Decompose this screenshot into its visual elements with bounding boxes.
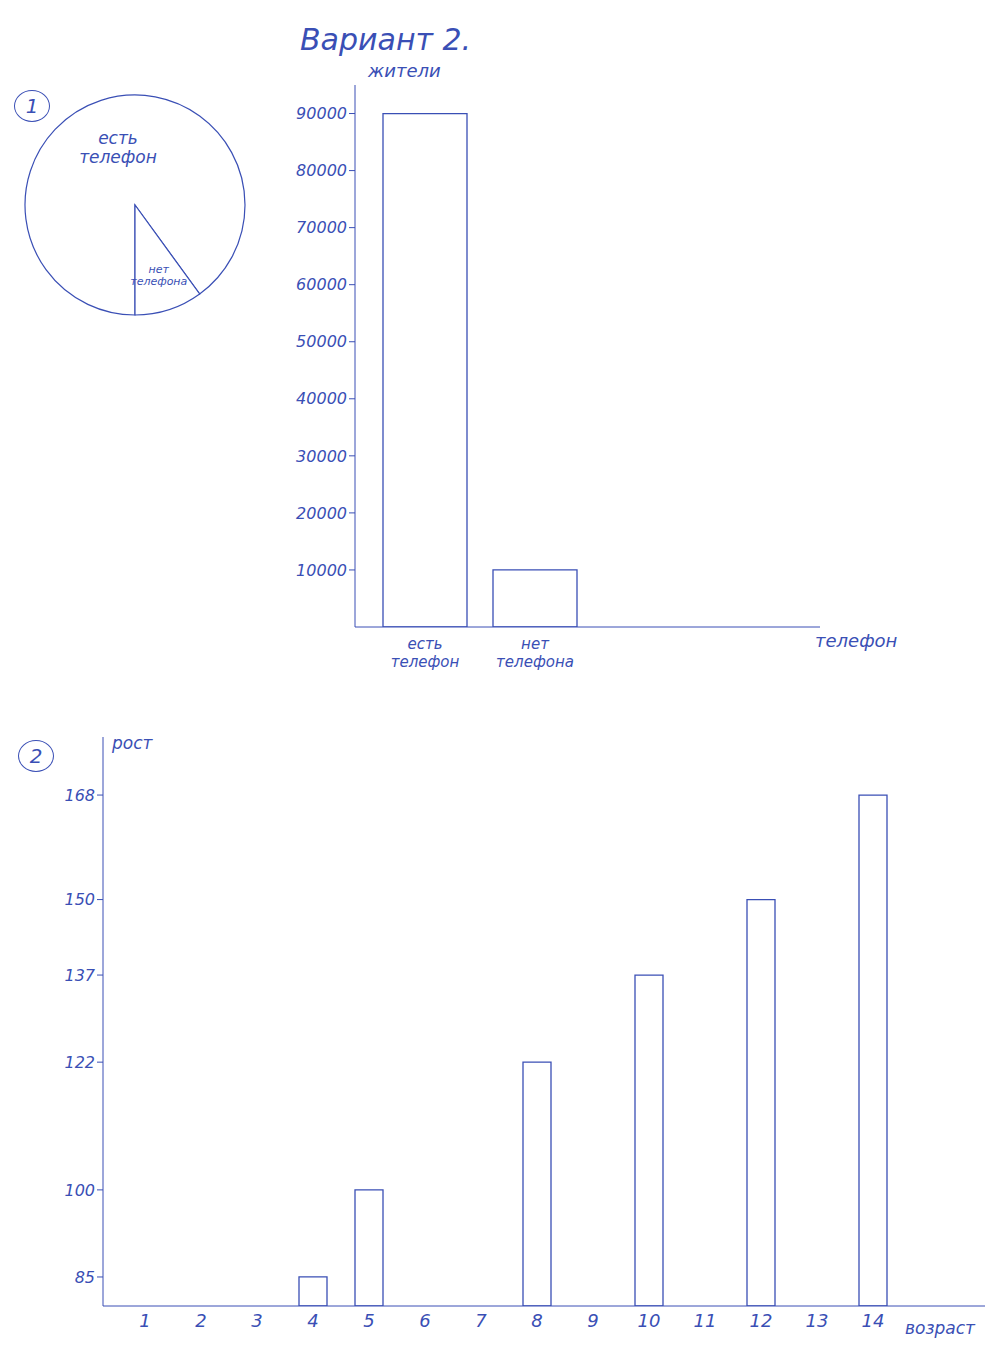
svg-text:150: 150 [64,890,95,909]
svg-text:85: 85 [75,1268,95,1287]
svg-text:10: 10 [638,1310,661,1331]
html-text:телефон: телефон [815,630,898,651]
svg-text:11: 11 [694,1310,717,1331]
svg-text:естьтелефон: естьтелефон [391,635,460,671]
html-text:рост: рост [112,733,153,753]
svg-text:неттелефона: неттелефона [130,263,187,288]
html-text:жители: жители [368,60,441,81]
svg-text:9: 9 [587,1310,598,1331]
svg-text:80000: 80000 [296,161,347,180]
svg-text:12: 12 [750,1310,773,1331]
svg-text:5: 5 [363,1310,374,1331]
html-text:1: 1 [25,94,39,118]
svg-text:20000: 20000 [296,504,347,523]
svg-text:неттелефона: неттелефона [496,635,574,671]
html-text:2: 2 [29,744,43,768]
svg-text:90000: 90000 [296,104,347,123]
svg-text:7: 7 [475,1310,487,1331]
svg-text:10000: 10000 [296,561,347,580]
svg-text:122: 122 [64,1053,95,1072]
html-text:Вариант 2.: Вариант 2. [300,22,472,57]
svg-text:40000: 40000 [296,389,347,408]
svg-text:8: 8 [531,1310,542,1331]
svg-text:14: 14 [862,1310,885,1331]
svg-text:6: 6 [419,1310,430,1331]
svg-text:70000: 70000 [296,218,347,237]
svg-text:2: 2 [195,1310,206,1331]
svg-text:1: 1 [139,1310,150,1331]
svg-text:13: 13 [806,1310,829,1331]
svg-text:137: 137 [64,966,95,985]
svg-text:50000: 50000 [296,332,347,351]
svg-text:100: 100 [64,1181,95,1200]
svg-text:4: 4 [307,1310,318,1331]
html-text:возраст: возраст [905,1318,975,1338]
svg-text:естьтелефон: естьтелефон [79,128,157,167]
svg-text:30000: 30000 [296,447,347,466]
svg-text:60000: 60000 [296,275,347,294]
svg-text:168: 168 [64,786,95,805]
svg-text:3: 3 [251,1310,262,1331]
